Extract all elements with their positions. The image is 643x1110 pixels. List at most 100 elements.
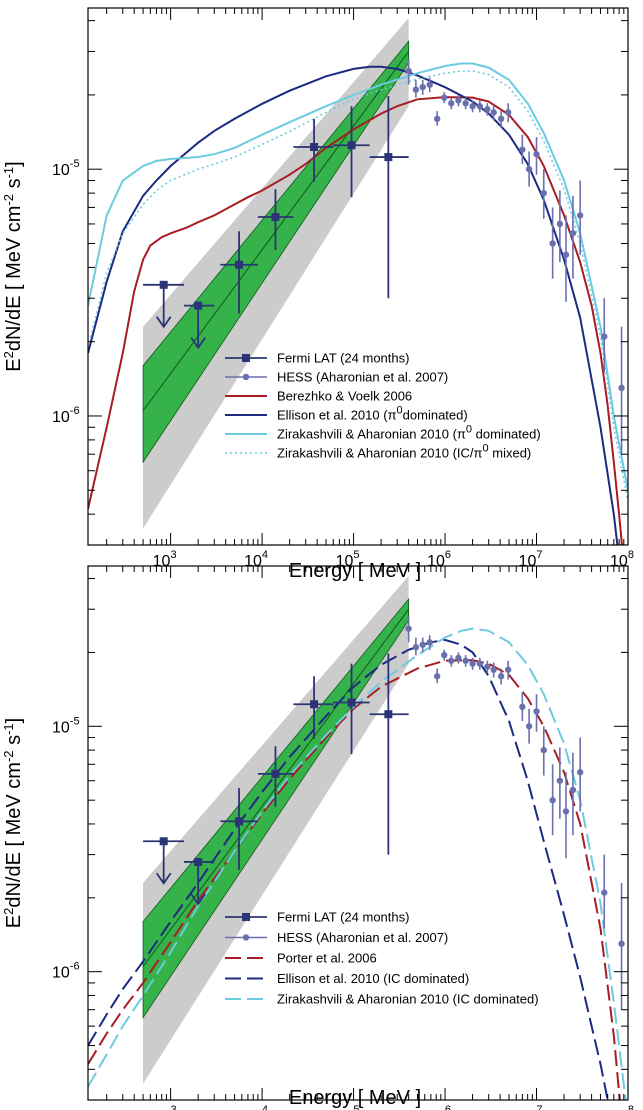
hess-point <box>569 230 577 237</box>
legend-hess-marker <box>242 934 250 941</box>
fermi-upper-limit-arrow <box>190 337 206 350</box>
legend-label-model-4: Zirakashvili & Aharonian 2010 (IC/π0 mix… <box>277 443 531 461</box>
hess-point <box>433 115 441 123</box>
hess-point <box>490 109 497 116</box>
fermi-point <box>235 817 244 826</box>
hess-point <box>455 654 462 662</box>
fermi-point <box>271 769 280 778</box>
x-axis-title: Energy [ MeV ] <box>289 1087 421 1109</box>
hess-point <box>601 333 608 340</box>
hess-point <box>519 146 526 153</box>
hess-point <box>576 769 584 776</box>
fermi-upper-limit-arrow <box>155 316 172 329</box>
model-curve-2 <box>88 65 619 545</box>
hess-point <box>562 808 570 815</box>
plot-area <box>88 575 627 1100</box>
x-tick-label: 104 <box>244 1104 268 1110</box>
legend-label-model-1: Berezhko & Voelk 2006 <box>277 389 412 404</box>
legend-fermi-marker <box>242 913 250 921</box>
hess-point <box>562 251 570 258</box>
legend: Fermi LAT (24 months) HESS (Aharonian et … <box>225 910 539 1007</box>
fermi-point <box>384 710 393 719</box>
fermi-point <box>235 260 244 269</box>
x-tick-label: 106 <box>427 1104 451 1110</box>
legend-fermi-marker <box>242 354 250 362</box>
hess-point <box>469 660 476 667</box>
hess-point <box>504 666 512 673</box>
hess-point <box>412 86 420 93</box>
hess-point <box>419 83 426 91</box>
legend-label-fermi: Fermi LAT (24 months) <box>277 351 409 366</box>
hess-point <box>476 660 484 667</box>
hess-point <box>618 384 625 392</box>
y-axis-title: E2dN/dE [ MeV cm-2 s-1] <box>1 161 25 371</box>
hess-point <box>455 97 462 104</box>
statistical-band <box>142 40 410 464</box>
hess-point <box>462 100 469 107</box>
hess-point <box>426 639 433 646</box>
hess-point <box>441 651 448 659</box>
legend-label-model-2: Ellison et al. 2010 (IC dominated) <box>277 971 469 986</box>
hess-point <box>448 657 455 664</box>
legend-label-model-2: Ellison et al. 2010 (π0dominated) <box>277 405 468 423</box>
hess-point <box>484 106 491 113</box>
statistical-band <box>142 597 410 1019</box>
fermi-point <box>271 213 280 222</box>
fermi-point <box>194 301 203 310</box>
hess-point <box>497 673 505 680</box>
legend-label-model-1: Porter et al. 2006 <box>277 951 377 966</box>
fermi-upper-limit-arrow <box>155 872 172 885</box>
hess-point <box>540 189 547 197</box>
hess-point <box>556 220 564 228</box>
hess-point <box>525 165 533 173</box>
hess-point <box>405 67 412 75</box>
hess-point <box>433 673 441 680</box>
hess-point <box>601 889 608 896</box>
legend-hess-marker <box>242 373 250 381</box>
x-tick-label: 103 <box>153 1104 177 1110</box>
model-curve-3 <box>88 627 627 1100</box>
hess-point <box>462 657 469 664</box>
hess-point <box>426 81 433 88</box>
plot-area <box>88 17 628 545</box>
hess-point <box>549 796 556 804</box>
fermi-point <box>159 837 168 846</box>
ticks <box>88 566 629 1101</box>
fermi-point <box>194 857 203 866</box>
model-curve-1 <box>88 96 623 545</box>
hess-point <box>469 103 476 110</box>
x-tick-label: 108 <box>610 1104 634 1110</box>
hess-point <box>412 644 420 651</box>
fermi-point <box>347 141 356 150</box>
x-tick-label: 107 <box>519 1104 543 1110</box>
fermi-point <box>347 698 356 707</box>
fermi-point <box>159 280 168 289</box>
hess-point <box>490 666 497 673</box>
fermi-point <box>310 143 319 152</box>
hess-point <box>448 100 455 107</box>
hess-point <box>549 240 556 247</box>
model-curve-4 <box>88 70 628 502</box>
y-tick-label: 10-6 <box>52 961 80 982</box>
hess-point <box>405 625 412 632</box>
hess-point <box>497 115 505 123</box>
y-tick-label: 10-5 <box>52 715 80 736</box>
hess-point <box>525 723 533 730</box>
x-axis-title: Energy [ MeV ] <box>289 560 421 582</box>
legend: Fermi LAT (24 months) HESS (Aharonian et … <box>225 351 541 461</box>
legend-label-fermi: Fermi LAT (24 months) <box>277 910 409 925</box>
hess-point <box>484 663 491 670</box>
hess-point <box>441 94 448 101</box>
legend-label-model-3: Zirakashvili & Aharonian 2010 (π0 domina… <box>277 424 541 442</box>
hess-point <box>556 777 564 784</box>
hess-point <box>504 109 512 116</box>
fermi-point <box>310 700 319 709</box>
model-curve-3 <box>88 62 628 491</box>
plot-frame <box>87 7 629 546</box>
y-tick-label: 10-6 <box>52 405 80 426</box>
plot-frame <box>87 565 629 1101</box>
legend-label-model-3: Zirakashvili & Aharonian 2010 (IC domina… <box>277 992 539 1007</box>
y-axis-title: E2dN/dE [ MeV cm-2 s-1] <box>1 718 25 928</box>
